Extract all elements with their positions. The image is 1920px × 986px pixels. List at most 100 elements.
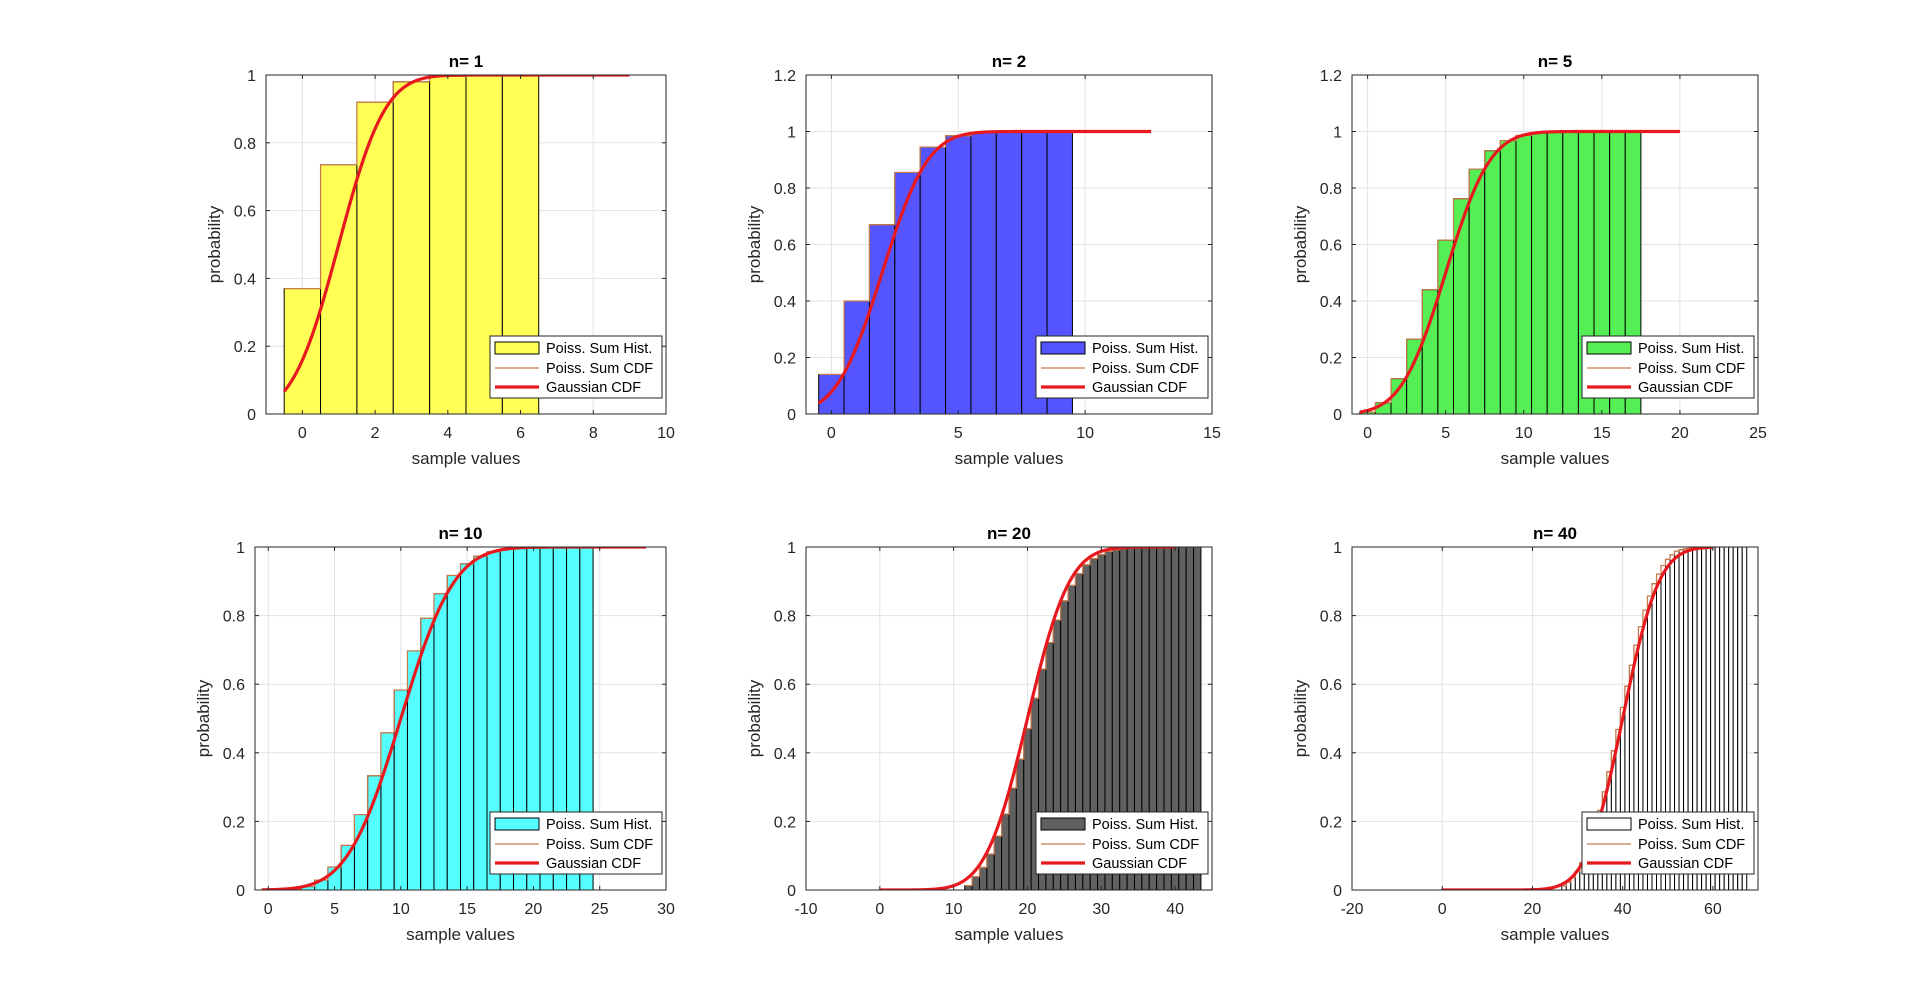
histogram-bar bbox=[1484, 150, 1501, 414]
histogram-bar bbox=[429, 75, 467, 414]
axes-frame bbox=[805, 546, 1213, 891]
y-tick-label: 0.6 bbox=[774, 238, 796, 255]
x-tick-label: 20 bbox=[1671, 425, 1689, 442]
legend: Poiss. Sum Hist. Poiss. Sum CDF Gaussian C… bbox=[489, 335, 663, 399]
x-tick-label: 2 bbox=[371, 425, 380, 442]
legend-swatch-hist bbox=[494, 341, 540, 355]
histogram-bar bbox=[894, 171, 921, 414]
y-tick-label: 0 bbox=[247, 407, 256, 424]
legend-label-cdf: Poiss. Sum CDF bbox=[1092, 837, 1199, 853]
legend-swatch-hist bbox=[1586, 817, 1632, 831]
y-tick-label: 1 bbox=[247, 68, 256, 85]
y-tick-label: 0.8 bbox=[774, 609, 796, 626]
y-tick-label: 1 bbox=[1333, 540, 1342, 557]
y-tick-label: 0.2 bbox=[774, 351, 796, 368]
histogram-bar bbox=[1008, 787, 1017, 890]
gaussian-cdf-line bbox=[817, 129, 1152, 405]
y-tick-label: 0.2 bbox=[223, 814, 245, 831]
legend-swatch-hist bbox=[1586, 341, 1632, 355]
subplot-2: 0 5 10 15 0 0.2 0.4 0.6 0.8 1 1.2 n= 2 sample values… bbox=[745, 52, 1221, 468]
histogram-bar bbox=[971, 876, 980, 890]
legend-label-gauss: Gaussian CDF bbox=[1092, 856, 1187, 872]
histogram-bar bbox=[964, 885, 973, 890]
x-axis-label: sample values bbox=[955, 925, 1064, 944]
y-tick-label: 1 bbox=[787, 125, 796, 142]
histogram-bar bbox=[420, 617, 435, 890]
x-axis-label: sample values bbox=[1501, 925, 1610, 944]
histogram-bar bbox=[1562, 131, 1579, 414]
histogram-bar bbox=[433, 593, 448, 890]
histogram-bar bbox=[1565, 881, 1572, 890]
y-tick-label: 0 bbox=[787, 883, 796, 900]
x-tick-label: 5 bbox=[954, 425, 963, 442]
legend-label-cdf: Poiss. Sum CDF bbox=[1092, 361, 1199, 377]
legend: Poiss. Sum Hist. Poiss. Sum CDF Gaussian C… bbox=[1581, 811, 1755, 875]
y-tick-label: 0.6 bbox=[1320, 238, 1342, 255]
y-axis-label: probability bbox=[745, 679, 764, 757]
x-tick-label: 10 bbox=[1515, 425, 1533, 442]
histogram-bar bbox=[1437, 239, 1455, 414]
histogram-bar bbox=[970, 132, 997, 414]
x-tick-label: 8 bbox=[589, 425, 598, 442]
x-tick-label: 6 bbox=[516, 425, 525, 442]
histogram-bar bbox=[1741, 547, 1748, 890]
x-tick-label: 25 bbox=[591, 901, 609, 918]
y-tick-label: 0.6 bbox=[1320, 677, 1342, 694]
x-tick-label: 30 bbox=[1092, 901, 1110, 918]
y-tick-label: 0.8 bbox=[234, 136, 256, 153]
subplot-title: n= 10 bbox=[439, 524, 483, 543]
x-tick-label: 40 bbox=[1166, 901, 1184, 918]
histogram-bar bbox=[945, 135, 972, 414]
y-tick-label: 0.6 bbox=[774, 677, 796, 694]
histogram-bar bbox=[353, 814, 369, 890]
axes-frame bbox=[265, 74, 667, 415]
legend-label-gauss: Gaussian CDF bbox=[1638, 380, 1733, 396]
axes-frame bbox=[254, 546, 667, 891]
subplot-title: n= 20 bbox=[987, 524, 1031, 543]
histogram-bar bbox=[392, 81, 431, 414]
x-tick-label: 15 bbox=[458, 901, 476, 918]
subplot-title: n= 40 bbox=[1533, 524, 1577, 543]
legend: Poiss. Sum Hist. Poiss. Sum CDF Gaussian C… bbox=[1035, 811, 1209, 875]
x-tick-label: 10 bbox=[392, 901, 410, 918]
y-tick-label: 0 bbox=[1333, 883, 1342, 900]
x-tick-label: 0 bbox=[1363, 425, 1372, 442]
legend-label-hist: Poiss. Sum Hist. bbox=[1638, 341, 1744, 357]
x-tick-label: 4 bbox=[443, 425, 452, 442]
legend: Poiss. Sum Hist. Poiss. Sum CDF Gaussian C… bbox=[1035, 335, 1209, 399]
legend-label-gauss: Gaussian CDF bbox=[546, 856, 641, 872]
y-tick-label: 0.2 bbox=[774, 814, 796, 831]
histogram-bar bbox=[1001, 813, 1010, 890]
histogram-bar bbox=[993, 835, 1003, 890]
legend-label-cdf: Poiss. Sum CDF bbox=[1638, 361, 1745, 377]
legend: Poiss. Sum Hist. Poiss. Sum CDF Gaussian C… bbox=[1581, 335, 1755, 399]
y-axis-label: probability bbox=[205, 205, 224, 283]
y-tick-label: 1.2 bbox=[1320, 68, 1342, 85]
legend-label-hist: Poiss. Sum Hist. bbox=[546, 817, 652, 833]
x-tick-label: 15 bbox=[1203, 425, 1221, 442]
x-tick-label: 5 bbox=[330, 901, 339, 918]
histogram-bar bbox=[868, 224, 896, 414]
y-axis-label: probability bbox=[745, 205, 764, 283]
legend-label-gauss: Gaussian CDF bbox=[1092, 380, 1187, 396]
legend-label-cdf: Poiss. Sum CDF bbox=[546, 361, 653, 377]
y-tick-label: 0.8 bbox=[223, 609, 245, 626]
histogram-bar bbox=[367, 775, 382, 890]
y-axis-label: probability bbox=[1291, 205, 1310, 283]
histogram-bar bbox=[473, 555, 488, 890]
x-tick-label: -20 bbox=[1340, 901, 1363, 918]
histogram-bar bbox=[1499, 140, 1517, 414]
subplot-title: n= 1 bbox=[449, 52, 484, 71]
poisson-cdf-line bbox=[284, 75, 539, 290]
y-tick-label: 0.4 bbox=[1320, 294, 1342, 311]
gaussian-cdf-line bbox=[1359, 129, 1680, 414]
histogram-bars bbox=[818, 131, 1073, 414]
x-tick-label: 30 bbox=[657, 901, 675, 918]
legend: Poiss. Sum Hist. Poiss. Sum CDF Gaussian C… bbox=[489, 811, 663, 875]
y-tick-label: 0.4 bbox=[234, 271, 256, 288]
x-axis-label: sample values bbox=[1501, 449, 1610, 468]
x-tick-label: 10 bbox=[1076, 425, 1094, 442]
legend-label-cdf: Poiss. Sum CDF bbox=[1638, 837, 1745, 853]
histogram-bar bbox=[978, 866, 988, 890]
